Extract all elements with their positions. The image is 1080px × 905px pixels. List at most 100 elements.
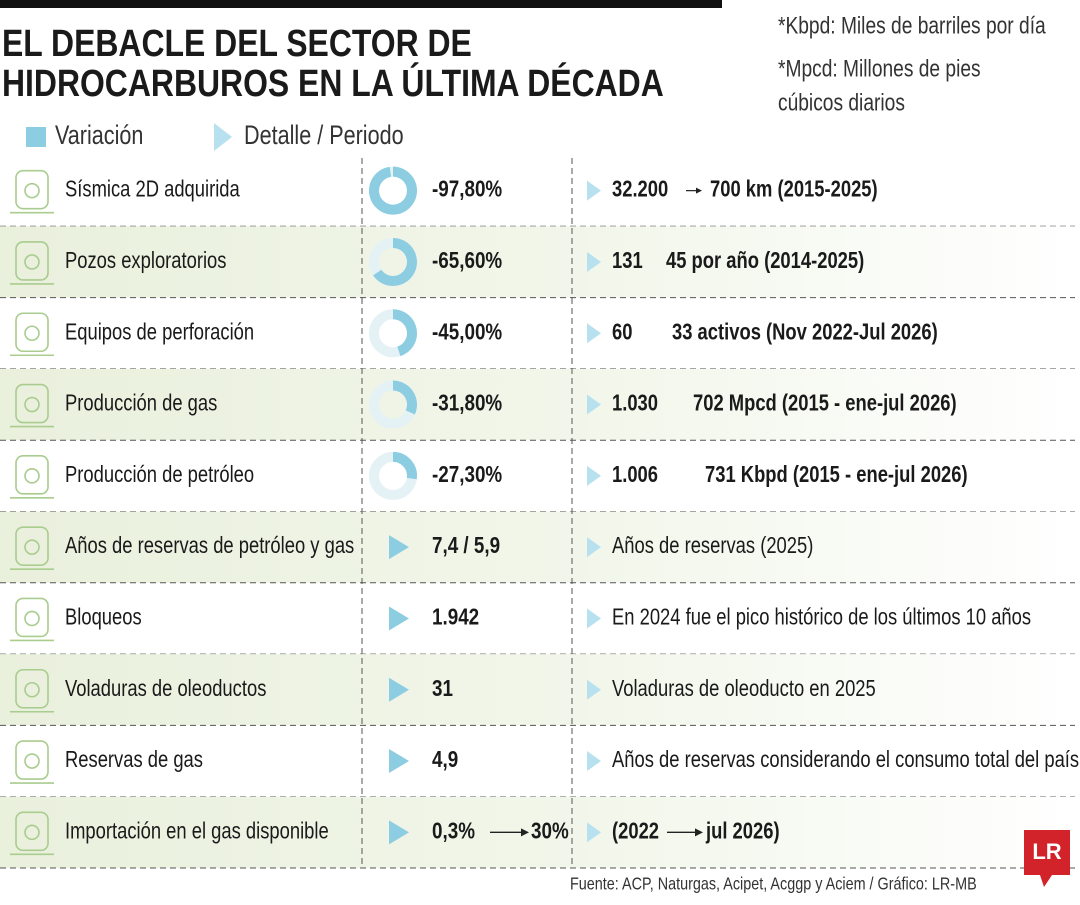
variation-value: -65,60% xyxy=(432,248,502,273)
icon-shape xyxy=(15,455,49,495)
legend-marker xyxy=(214,123,232,151)
detail-marker xyxy=(587,679,601,700)
detail-marker xyxy=(587,537,601,558)
variation-value: 31 xyxy=(432,676,453,701)
icon-shape xyxy=(24,824,40,841)
icon-shape xyxy=(15,811,49,852)
row-label: Reservas de gas xyxy=(65,747,203,772)
arrow-head xyxy=(696,187,702,194)
row-icon xyxy=(10,526,54,570)
icon-shape xyxy=(15,740,49,780)
note: *Mpcd: Millones de pies xyxy=(778,54,981,82)
row-icon xyxy=(10,597,54,642)
arrow-head xyxy=(521,828,529,837)
row-icon xyxy=(10,740,54,784)
row-icon xyxy=(10,811,54,856)
variation-value: 30% xyxy=(531,819,569,844)
detail-text: En 2024 fue el pico histórico de los últ… xyxy=(612,605,1031,630)
row-label: Años de reservas de petróleo y gas xyxy=(65,533,354,558)
icon-shape xyxy=(15,597,49,638)
variation-marker xyxy=(389,749,409,774)
logo-text: LR xyxy=(1032,839,1061,864)
donut-arc xyxy=(373,237,417,286)
icon-shape xyxy=(24,254,40,270)
row-label: Sísmica 2D adquirida xyxy=(65,177,240,202)
detail-marker xyxy=(587,822,601,843)
row-icon xyxy=(10,169,54,214)
row-label: Importación en el gas disponible xyxy=(65,819,329,844)
variation-value: -31,80% xyxy=(432,391,502,416)
variation-value: -97,80% xyxy=(432,177,502,202)
detail-text: 731 Kbpd (2015 - ene-jul 2026) xyxy=(705,462,968,487)
row-label: Producción de gas xyxy=(65,391,217,416)
detail-text: (2022 xyxy=(612,819,659,844)
donut-arc xyxy=(392,309,417,357)
detail-text: 32.200 xyxy=(612,177,668,202)
variation-value: 7,4 / 5,9 xyxy=(432,534,500,559)
detail-text: 60 xyxy=(612,319,632,344)
row-label: Equipos de perforación xyxy=(65,319,254,344)
row-icon xyxy=(10,241,54,285)
detail-marker xyxy=(587,751,601,772)
icon-shape xyxy=(15,526,49,566)
donut-arc xyxy=(369,166,417,215)
variation-marker xyxy=(389,677,409,702)
row-shade xyxy=(0,654,1075,726)
title: HIDROCARBUROS EN LA ÚLTIMA DÉCADA xyxy=(2,61,664,104)
variation-marker xyxy=(389,820,409,845)
arrow-head xyxy=(695,828,703,837)
detail-marker xyxy=(587,394,601,415)
legend-label: Detalle / Periodo xyxy=(244,121,404,151)
detail-text: Años de reservas (2025) xyxy=(612,533,813,558)
icon-shape xyxy=(24,325,40,342)
detail-text: 45 por año (2014-2025) xyxy=(666,248,864,273)
icon-shape xyxy=(15,668,49,709)
detail-text: jul 2026) xyxy=(705,819,779,844)
row-shade xyxy=(0,511,1075,583)
detail-text: Años de reservas considerando el consumo… xyxy=(612,747,1079,772)
donut-arc xyxy=(392,451,417,480)
row-shade xyxy=(0,796,1075,868)
detail-marker xyxy=(587,608,601,629)
icon-shape xyxy=(24,182,40,199)
icon-shape xyxy=(24,753,40,769)
detail-text: 33 activos (Nov 2022-Jul 2026) xyxy=(672,319,938,344)
note: *Kbpd: Miles de barriles por día xyxy=(778,11,1047,39)
icon-shape xyxy=(15,241,49,281)
icon-shape xyxy=(24,396,40,413)
icon-shape xyxy=(24,610,40,627)
detail-marker xyxy=(587,323,601,344)
variation-value: 4,9 xyxy=(432,747,458,772)
donut-arc xyxy=(392,380,417,415)
variation-marker xyxy=(389,606,409,631)
row-shade xyxy=(0,368,1075,441)
variation-value: -27,30% xyxy=(432,462,502,487)
row-icon xyxy=(10,455,54,499)
detail-text: 702 Mpcd (2015 - ene-jul 2026) xyxy=(693,391,957,416)
variation-value: -45,00% xyxy=(432,320,502,345)
note: cúbicos diarios xyxy=(778,88,905,116)
icon-shape xyxy=(15,169,49,210)
icon-shape xyxy=(15,312,49,353)
legend-swatch xyxy=(26,127,46,147)
row-icon xyxy=(10,383,54,428)
detail-marker xyxy=(587,180,601,201)
detail-text: Voladuras de oleoducto en 2025 xyxy=(612,676,876,701)
detail-text: 1.030 xyxy=(612,391,658,416)
detail-text: 700 km (2015-2025) xyxy=(710,177,878,202)
icon-shape xyxy=(24,539,40,555)
icon-shape xyxy=(15,383,49,424)
row-label: Pozos exploratorios xyxy=(65,248,226,273)
detail-marker xyxy=(587,251,601,272)
icon-shape xyxy=(24,681,40,698)
title: EL DEBACLE DEL SECTOR DE xyxy=(2,22,472,64)
detail-marker xyxy=(587,465,601,486)
row-icon xyxy=(10,668,54,713)
row-label: Voladuras de oleoductos xyxy=(65,676,266,701)
row-label: Producción de petróleo xyxy=(65,462,254,487)
variation-value: 0,3% xyxy=(432,819,475,844)
row-shade xyxy=(0,226,1075,298)
row-label: Bloqueos xyxy=(65,605,142,630)
